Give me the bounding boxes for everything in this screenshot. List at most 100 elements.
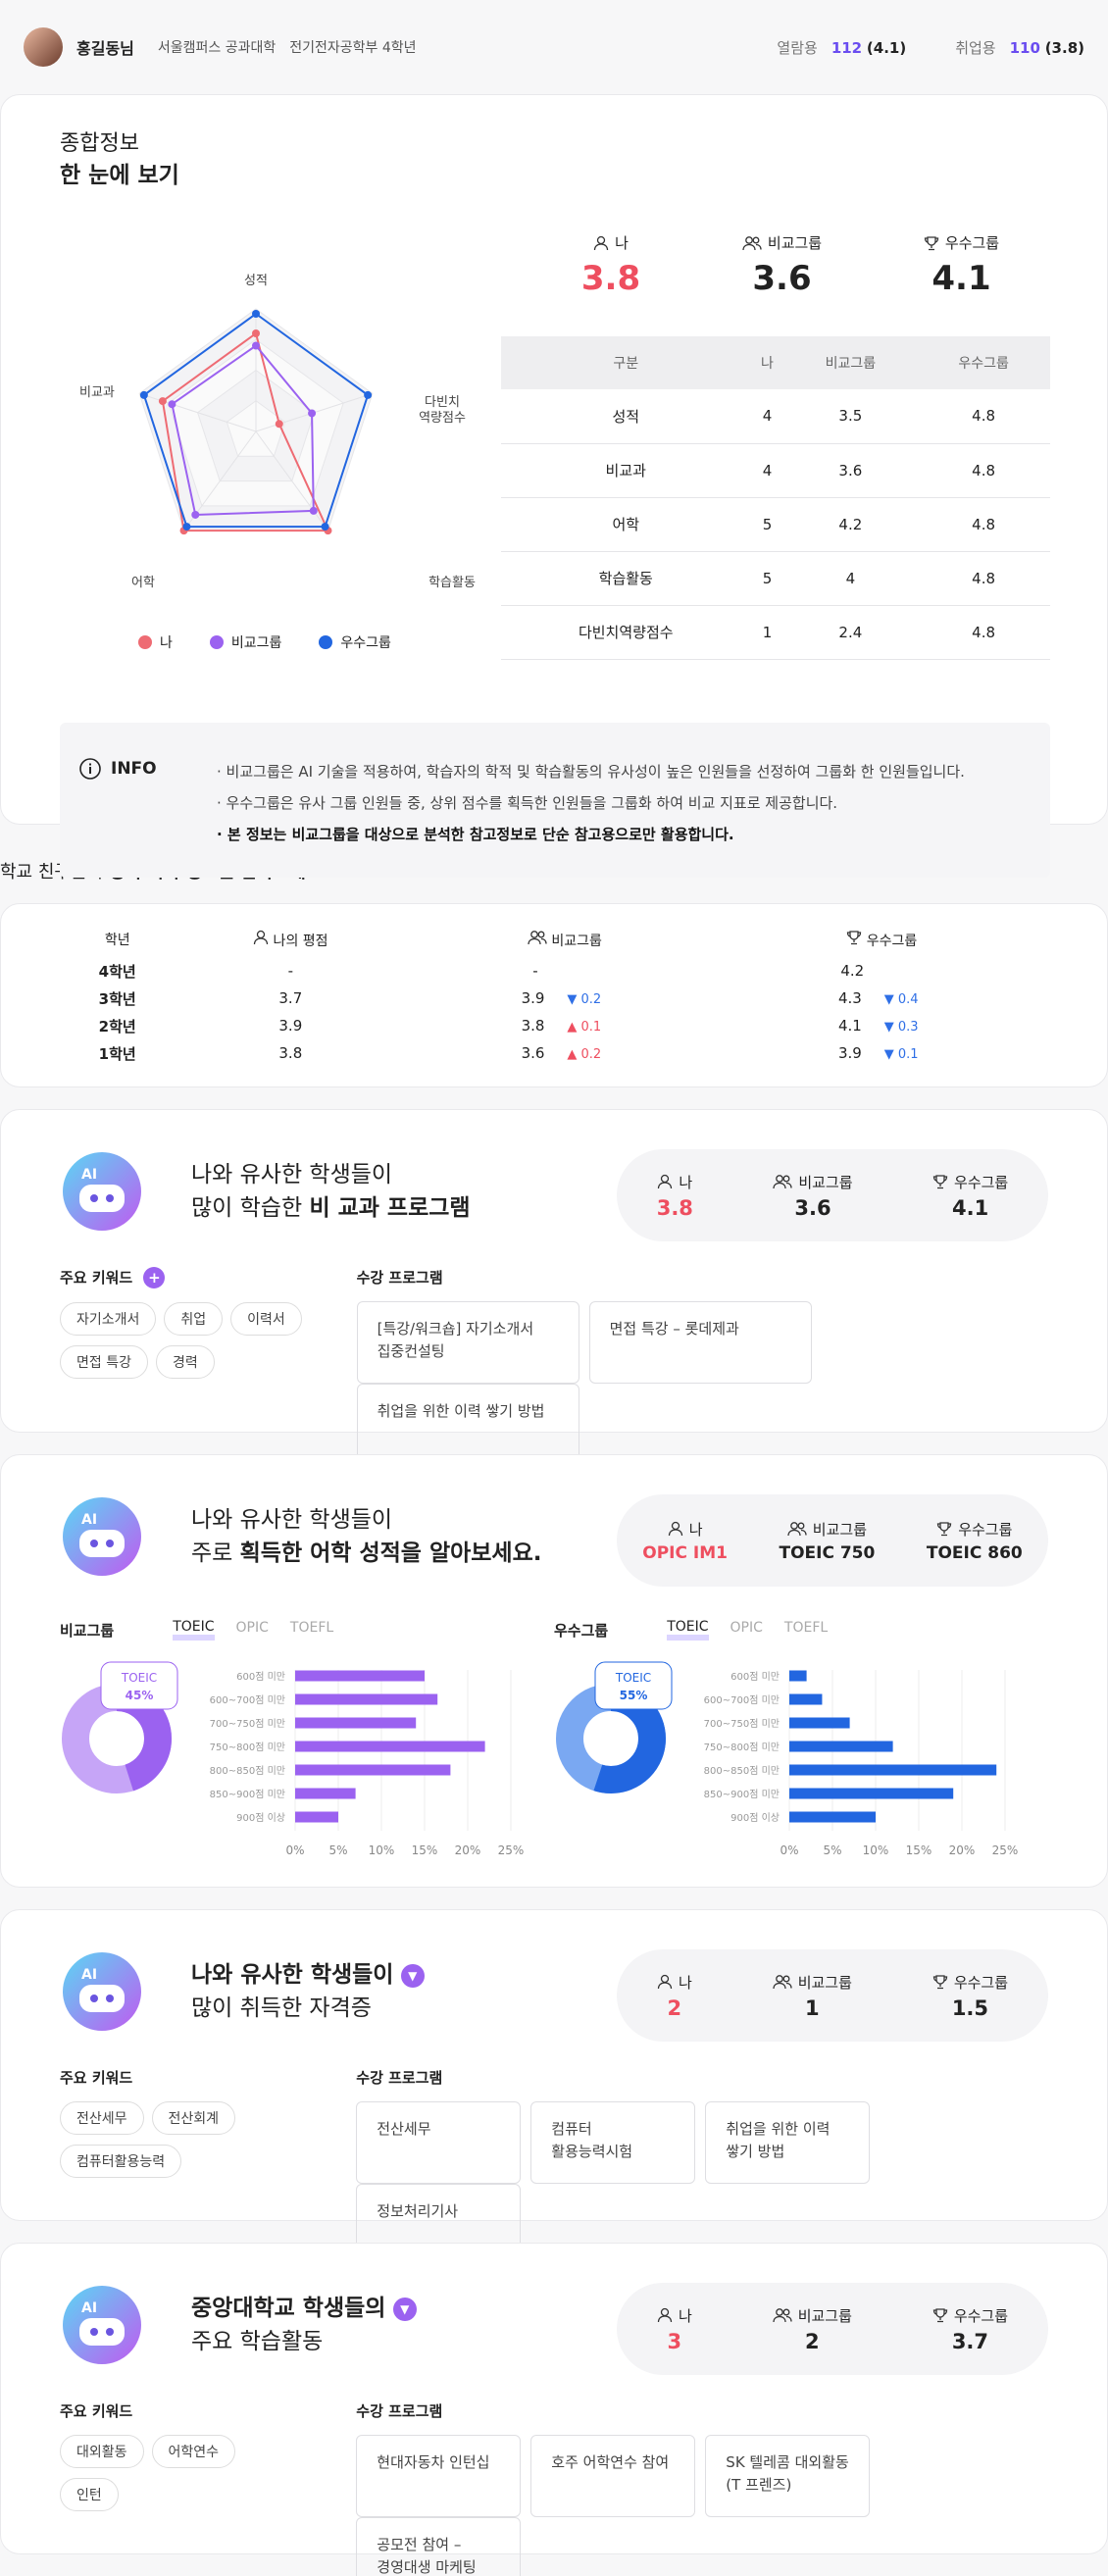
info-line-1: 비교그룹은 AI 기술을 적용하여, 학습자의 학적 및 학습활동의 유사성이 … <box>217 756 965 787</box>
tab-toeic[interactable]: TOEIC <box>667 1620 709 1641</box>
chevron-down-icon[interactable]: ▼ <box>392 2297 417 2321</box>
svg-text:AI: AI <box>81 1512 97 1528</box>
chevron-down-icon[interactable]: ▼ <box>400 1963 425 1988</box>
table-row: 비교과 4 3.6 4.8 <box>501 443 1050 498</box>
keyword-chip[interactable]: 면접 특강 <box>60 1345 148 1379</box>
keyword-chip[interactable]: 대외활동 <box>60 2435 144 2468</box>
ai-bot-icon: AI <box>60 1149 162 1234</box>
group-icon <box>773 1175 793 1189</box>
program-card[interactable]: 취업을 위한 이력 쌓기 방법 <box>705 2101 871 2184</box>
svg-text:55%: 55% <box>620 1689 648 1702</box>
y-tick: 850~900점 미만 <box>704 1789 780 1800</box>
tab-toeic[interactable]: TOEIC <box>173 1620 215 1641</box>
radar-point <box>309 506 318 515</box>
keyword-chip[interactable]: 인턴 <box>60 2478 119 2511</box>
avatar <box>24 27 63 67</box>
radar-point <box>139 390 148 399</box>
bar <box>295 1693 438 1705</box>
bar <box>789 1764 997 1776</box>
table-header: 우수그룹 <box>917 336 1050 389</box>
keyword-chip[interactable]: 취업 <box>164 1302 224 1336</box>
program-card[interactable]: 공모전 참여 – 경영대생 마케팅 <box>356 2517 522 2576</box>
y-tick: 600~700점 미만 <box>704 1694 780 1706</box>
pill-score: 우수그룹 3.7 <box>932 2305 1008 2353</box>
language-card: AI 나와 유사한 학생들이 주로 획득한 어학 성적을 알아보세요. 나 OPIC… <box>0 1454 1108 1888</box>
program-card[interactable]: 전산세무 <box>356 2101 522 2184</box>
bar <box>789 1811 876 1823</box>
bar <box>789 1670 807 1682</box>
y-tick: 600점 미만 <box>730 1671 780 1683</box>
activity-card: AI 중앙대학교 학생들의 ▼ 주요 학습활동 나 3 비교그룹 2 우수그룹 3.7 주요… <box>0 2243 1108 2576</box>
trophy-icon <box>847 930 862 944</box>
radar-axis-label: 비교과 <box>79 385 115 400</box>
table-row: 다빈치역량점수 1 2.4 4.8 <box>501 605 1050 660</box>
radar-point <box>275 420 283 429</box>
pill-score: 우수그룹 4.1 <box>932 1172 1008 1220</box>
bar <box>295 1741 485 1752</box>
keyword-chip[interactable]: 전산회계 <box>151 2101 236 2135</box>
program-card[interactable]: 호주 어학연수 참여 <box>530 2435 696 2517</box>
radar-series <box>142 312 370 529</box>
noncurricular-card: AI 나와 유사한 학생들이 많이 학습한 비 교과 프로그램 나 3.8 비교그룹 3… <box>0 1109 1108 1466</box>
pill-score: 우수그룹 1.5 <box>932 1972 1008 2020</box>
add-icon[interactable]: + <box>143 1267 166 1288</box>
x-tick: 25% <box>498 1844 525 1856</box>
bar-chart: TOEIC 55% 0% 5% 10% 15% 20% 25% 600점 미만 600~700점 … <box>556 1661 1019 1857</box>
tab-opic[interactable]: OPIC <box>730 1620 763 1636</box>
radar-series <box>161 331 330 532</box>
trophy-icon <box>932 1975 947 1990</box>
tab-opic[interactable]: OPIC <box>235 1620 269 1636</box>
pill-score: 비교그룹 2 <box>773 2305 852 2353</box>
keyword-chip[interactable]: 어학연수 <box>151 2435 236 2468</box>
person-icon <box>658 1174 673 1189</box>
lang-chart-title: 비교그룹 <box>60 1622 115 1640</box>
bar <box>789 1741 893 1752</box>
summary-card: 종합정보 한 눈에 보기 성적 다빈치 역량점수 학습활동 어학 비교과 나 비교그룹 우수그룹… <box>0 94 1108 878</box>
bar <box>789 1717 850 1729</box>
lang-chart: 비교그룹 TOEIC OPIC TOEFL TOEIC 45% 0% 5% 10% 15% 20% 2… <box>60 1620 554 1860</box>
summary-title: 종합정보 한 눈에 보기 <box>60 131 179 188</box>
keyword-chip[interactable]: 전산세무 <box>60 2101 144 2135</box>
bar <box>295 1764 451 1776</box>
program-card[interactable]: 컴퓨터 활용능력시험 <box>530 2101 696 2184</box>
keyword-chip[interactable]: 경력 <box>155 1345 215 1379</box>
p2-score-pill: 나 OPIC IM1 비교그룹 TOEIC 750 우수그룹 TOEIC 860 <box>617 1494 1048 1587</box>
program-card[interactable]: 면접 특강 – 롯데제과 <box>588 1301 812 1384</box>
lang-chart: 우수그룹 TOEIC OPIC TOEFL TOEIC 55% 0% 5% 10% 15% 20% 2… <box>554 1620 1048 1860</box>
radar-point <box>191 510 200 519</box>
y-tick: 750~800점 미만 <box>704 1742 780 1753</box>
program-card[interactable]: 현대자동차 인턴십 <box>356 2435 522 2517</box>
grades-row: 2학년 3.9 3.8 ▲ 0.1 4.1 ▼ 0.3 <box>98 1017 919 1035</box>
info-line-2: 우수그룹은 유사 그룹 인원들 중, 상위 점수를 획득한 인원들을 그룹화 하… <box>217 787 965 819</box>
keyword-chip[interactable]: 이력서 <box>230 1302 302 1336</box>
pill-score: 우수그룹 TOEIC 860 <box>926 1520 1023 1563</box>
p4-score-pill: 나 3 비교그룹 2 우수그룹 3.7 <box>617 2283 1048 2375</box>
x-tick: 25% <box>992 1844 1019 1856</box>
pill-score: 비교그룹 TOEIC 750 <box>779 1520 876 1563</box>
person-icon <box>593 235 609 250</box>
keyword-chip[interactable]: 컴퓨터활용능력 <box>60 2145 182 2178</box>
x-tick: 0% <box>285 1844 304 1856</box>
radar-axis-label: 학습활동 <box>428 576 476 590</box>
trophy-icon <box>937 1522 952 1537</box>
table-header: 나 <box>750 336 784 389</box>
pill-score: 나 3.8 <box>656 1173 693 1220</box>
user-name: 홍길동님 <box>76 39 134 58</box>
bar <box>789 1788 954 1799</box>
keyword-chip[interactable]: 자기소개서 <box>60 1302 157 1336</box>
summary-table: 구분 나 비교그룹 우수그룹 성적 4 3.5 4.8 비교과 4 3.6 4.8 어학 5 4.2 4.8 학… <box>501 336 1050 660</box>
ai-bot-icon: AI <box>60 1494 162 1579</box>
info-icon <box>79 758 101 780</box>
y-tick: 850~900점 미만 <box>210 1789 285 1800</box>
program-card[interactable]: [특강/워크숍] 자기소개서 집중컨설팅 <box>356 1301 579 1384</box>
tab-toefl[interactable]: TOEFL <box>783 1620 829 1636</box>
radar-point <box>308 409 317 418</box>
person-icon <box>253 930 269 944</box>
user-school: 서울캠퍼스 공과대학 <box>157 40 277 56</box>
tab-toefl[interactable]: TOEFL <box>289 1620 334 1636</box>
person-icon <box>657 2307 673 2323</box>
kw-label: 주요 키워드 + <box>60 1267 357 1288</box>
program-card[interactable]: SK 텔레콤 대외활동 (T 프렌즈) <box>705 2435 871 2517</box>
